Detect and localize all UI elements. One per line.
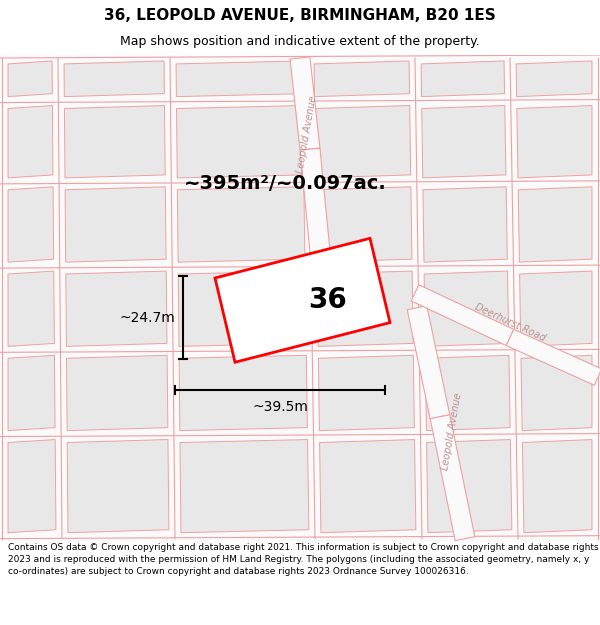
Polygon shape <box>67 355 168 431</box>
Polygon shape <box>64 61 164 97</box>
Polygon shape <box>8 61 52 97</box>
Polygon shape <box>65 187 166 262</box>
Text: ~39.5m: ~39.5m <box>252 400 308 414</box>
Polygon shape <box>427 439 512 532</box>
Polygon shape <box>315 106 411 178</box>
Polygon shape <box>424 271 509 346</box>
Polygon shape <box>300 148 335 304</box>
Polygon shape <box>520 271 592 346</box>
Polygon shape <box>8 106 53 178</box>
Text: Leopold Avenue: Leopold Avenue <box>440 392 464 471</box>
Polygon shape <box>178 271 306 346</box>
Polygon shape <box>64 106 165 178</box>
Polygon shape <box>516 61 592 97</box>
Polygon shape <box>319 355 415 431</box>
Polygon shape <box>430 415 475 541</box>
Polygon shape <box>506 329 600 385</box>
Text: ~395m²/~0.097ac.: ~395m²/~0.097ac. <box>184 174 386 193</box>
Polygon shape <box>425 355 510 431</box>
Polygon shape <box>314 61 410 97</box>
Text: Leopold Avenue: Leopold Avenue <box>295 95 319 174</box>
Polygon shape <box>421 61 505 97</box>
Polygon shape <box>422 106 506 178</box>
Polygon shape <box>8 187 53 262</box>
Text: Map shows position and indicative extent of the property.: Map shows position and indicative extent… <box>120 35 480 48</box>
Polygon shape <box>521 355 592 431</box>
Polygon shape <box>517 106 592 178</box>
Polygon shape <box>320 439 416 532</box>
Polygon shape <box>316 187 412 262</box>
Polygon shape <box>8 439 56 532</box>
Text: 36: 36 <box>308 286 347 314</box>
Polygon shape <box>176 106 304 178</box>
Polygon shape <box>66 271 167 346</box>
Polygon shape <box>423 187 508 262</box>
Polygon shape <box>178 187 305 262</box>
Polygon shape <box>518 187 592 262</box>
Polygon shape <box>176 61 302 97</box>
Text: ~24.7m: ~24.7m <box>119 311 175 324</box>
Polygon shape <box>411 285 514 346</box>
Polygon shape <box>0 55 600 541</box>
Polygon shape <box>67 439 169 532</box>
Polygon shape <box>8 355 55 431</box>
Polygon shape <box>523 439 592 532</box>
Polygon shape <box>407 306 450 419</box>
Text: Deerhurst Road: Deerhurst Road <box>473 302 547 343</box>
Polygon shape <box>8 271 55 346</box>
Polygon shape <box>317 271 413 346</box>
Polygon shape <box>180 439 309 532</box>
Text: 36, LEOPOLD AVENUE, BIRMINGHAM, B20 1ES: 36, LEOPOLD AVENUE, BIRMINGHAM, B20 1ES <box>104 8 496 23</box>
Polygon shape <box>179 355 307 431</box>
Polygon shape <box>215 238 390 362</box>
Text: Contains OS data © Crown copyright and database right 2021. This information is : Contains OS data © Crown copyright and d… <box>8 543 598 576</box>
Polygon shape <box>290 57 320 150</box>
